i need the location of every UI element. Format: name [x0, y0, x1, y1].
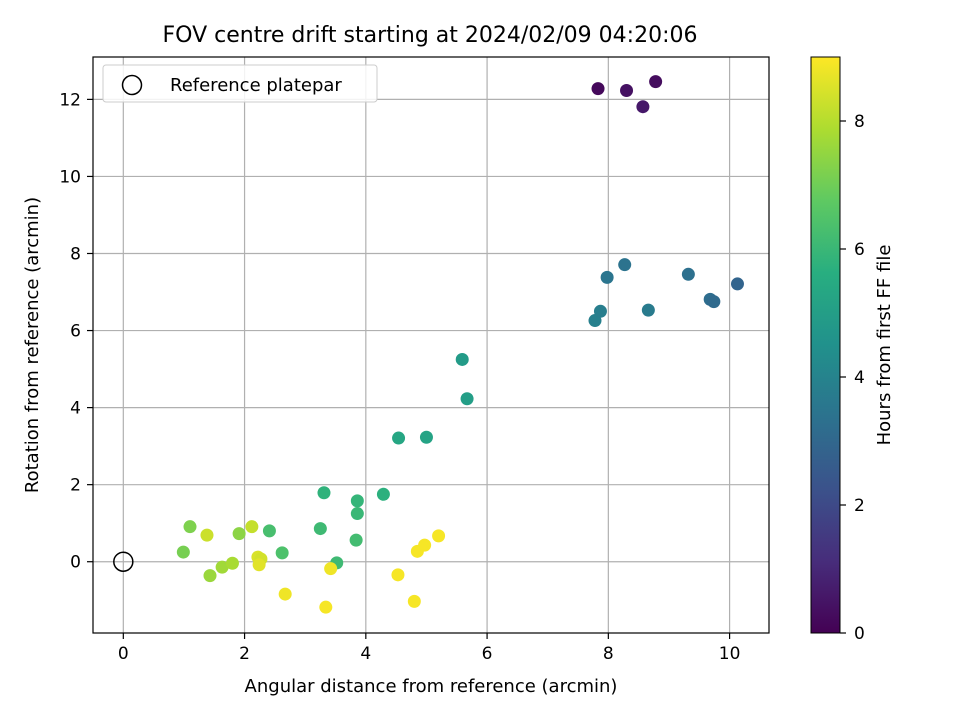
x-axis-label: Angular distance from reference (arcmin) — [245, 676, 618, 697]
scatter-point — [418, 538, 432, 552]
legend-box — [102, 64, 378, 103]
colorbar-tick-label: 2 — [854, 496, 865, 516]
scatter-point — [349, 533, 363, 547]
y-tick-label: 4 — [70, 399, 81, 419]
y-tick-label: 10 — [59, 167, 81, 187]
scatter-point — [313, 522, 327, 536]
y-axis: 0 2 4 6 8 10 12 — [59, 90, 93, 573]
scatter-point — [591, 82, 605, 96]
scatter-point — [278, 587, 292, 601]
reference-point — [113, 551, 134, 572]
scatter-point — [275, 546, 289, 560]
y-tick-label: 0 — [70, 553, 81, 573]
x-tick-label: 10 — [719, 644, 741, 664]
scatter-point — [200, 528, 214, 542]
scatter-point — [641, 303, 655, 317]
colorbar-tick-label: 8 — [854, 112, 865, 132]
scatter-point — [245, 520, 259, 534]
y-tick-label: 6 — [70, 322, 81, 342]
scatter-point — [419, 430, 433, 444]
scatter-point — [324, 562, 338, 576]
scatter-point — [176, 545, 190, 559]
colorbar-tick-label: 4 — [854, 368, 865, 388]
scatter-point — [225, 556, 239, 570]
scatter-point — [649, 75, 663, 89]
chart-title: FOV centre drift starting at 2024/02/09 … — [163, 23, 698, 48]
plot-frame — [92, 56, 770, 634]
scatter-point — [317, 486, 331, 500]
colorbar-ticks: 0 2 4 6 8 — [840, 112, 865, 644]
x-tick-label: 6 — [482, 644, 493, 664]
scatter-point — [455, 352, 469, 366]
y-axis-label: Rotation from reference (arcmin) — [22, 197, 43, 493]
y-tick-label: 12 — [59, 90, 81, 110]
scatter-point — [203, 569, 217, 583]
scatter-point — [215, 560, 229, 574]
scatter-point — [183, 520, 197, 534]
scatter-point — [407, 594, 421, 608]
scatter-point — [618, 258, 632, 272]
scatter-point — [350, 494, 364, 508]
colorbar-tick-label: 6 — [854, 240, 865, 260]
colorbar: 0 2 4 6 8 Hours from first FF file — [810, 56, 895, 644]
scatter-point — [391, 568, 405, 582]
x-tick-label: 0 — [118, 644, 129, 664]
scatter-point — [730, 277, 744, 291]
legend: Reference platepar — [102, 64, 378, 103]
scatter-point — [681, 267, 695, 281]
colorbar-tick-label: 0 — [854, 624, 865, 644]
scatter-point — [600, 270, 614, 284]
scatter-point — [376, 487, 390, 501]
x-tick-label: 4 — [360, 644, 371, 664]
x-axis: 0 2 4 6 8 10 — [118, 633, 741, 664]
x-tick-label: 8 — [603, 644, 614, 664]
scatter-point — [707, 295, 721, 309]
scatter-point — [593, 304, 607, 318]
scatter-point — [262, 524, 276, 538]
x-tick-label: 2 — [239, 644, 250, 664]
scatter-point — [460, 392, 474, 406]
legend-marker-reference — [121, 74, 143, 96]
scatter-point — [620, 84, 634, 98]
data-points — [113, 75, 744, 614]
legend-label-reference: Reference platepar — [170, 75, 342, 96]
colorbar-label: Hours from first FF file — [874, 245, 895, 446]
scatter-point — [350, 507, 364, 521]
scatter-point — [432, 529, 446, 543]
colorbar-gradient — [810, 56, 841, 634]
scatter-point — [636, 100, 650, 114]
scatter-point — [319, 600, 333, 614]
y-tick-label: 2 — [70, 476, 81, 496]
grid — [93, 57, 769, 633]
scatter-point — [232, 527, 246, 541]
scatter-point — [252, 558, 266, 572]
scatter-point — [392, 431, 406, 445]
y-tick-label: 8 — [70, 244, 81, 264]
